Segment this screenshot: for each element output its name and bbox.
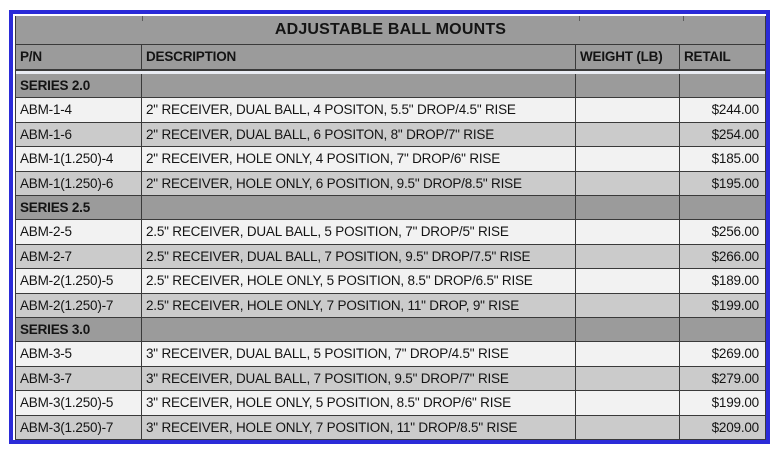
description-cell[interactable]: 3" RECEIVER, DUAL BALL, 7 POSITION, 9.5"… (142, 366, 576, 391)
series-empty-cell[interactable] (680, 318, 765, 341)
description-cell[interactable]: 2.5" RECEIVER, DUAL BALL, 7 POSITION, 9.… (142, 244, 576, 269)
table-row: ABM-1-4 2" RECEIVER, DUAL BALL, 4 POSITON… (16, 98, 765, 123)
weight-cell[interactable] (576, 171, 680, 196)
description-cell[interactable]: 2" RECEIVER, DUAL BALL, 4 POSITON, 5.5" … (142, 98, 576, 122)
pn-cell[interactable]: ABM-1(1.250)-6 (16, 171, 142, 196)
retail-cell[interactable]: $269.00 (711, 346, 760, 362)
weight-cell[interactable] (576, 147, 680, 171)
selection-border-frame: ADJUSTABLE BALL MOUNTS P/N DESCRIPTION W… (9, 10, 770, 444)
description-cell[interactable]: 2.5" RECEIVER, HOLE ONLY, 5 POSITION, 8.… (142, 269, 576, 293)
gridline-stub (142, 16, 143, 21)
pn-cell[interactable]: ABM-3-7 (16, 366, 142, 391)
retail-cell[interactable]: $256.00 (711, 224, 760, 240)
series-header-row: SERIES 2.0 (16, 74, 765, 99)
table-row: ABM-1(1.250)-4 2" RECEIVER, HOLE ONLY, 4 … (16, 147, 765, 172)
table-row: ABM-3(1.250)-7 3" RECEIVER, HOLE ONLY, 7 … (16, 415, 765, 440)
series-empty-cell[interactable] (576, 74, 680, 98)
adjustable-ball-mounts-table: ADJUSTABLE BALL MOUNTS P/N DESCRIPTION W… (15, 16, 766, 440)
retail-cell[interactable]: $244.00 (711, 102, 760, 118)
series-empty-cell[interactable] (142, 74, 576, 98)
weight-cell[interactable] (576, 98, 680, 122)
pn-cell[interactable]: ABM-2-7 (16, 244, 142, 269)
table-row: ABM-1-6 2" RECEIVER, DUAL BALL, 6 POSITON… (16, 122, 765, 148)
table-row: ABM-2-5 2.5" RECEIVER, DUAL BALL, 5 POSIT… (16, 220, 765, 245)
retail-cell[interactable]: $209.00 (711, 419, 760, 435)
series-name-cell[interactable]: SERIES 2.5 (16, 196, 142, 220)
column-header-weight[interactable]: WEIGHT (LB) (576, 45, 680, 69)
description-cell[interactable]: 2.5" RECEIVER, HOLE ONLY, 7 POSITION, 11… (142, 293, 576, 318)
column-header-pn[interactable]: P/N (16, 45, 142, 69)
pn-cell[interactable]: ABM-1-6 (16, 122, 142, 147)
series-empty-cell[interactable] (142, 196, 576, 220)
series-empty-cell[interactable] (142, 318, 576, 342)
pn-cell[interactable]: ABM-2(1.250)-5 (16, 269, 142, 293)
description-cell[interactable]: 3" RECEIVER, HOLE ONLY, 7 POSITION, 11" … (142, 415, 576, 440)
pn-cell[interactable]: ABM-2(1.250)-7 (16, 293, 142, 318)
description-cell[interactable]: 2" RECEIVER, DUAL BALL, 6 POSITON, 8" DR… (142, 122, 576, 147)
header-separator (16, 71, 765, 74)
pn-cell[interactable]: ABM-3(1.250)-7 (16, 415, 142, 440)
weight-cell[interactable] (576, 366, 680, 391)
pn-cell[interactable]: ABM-1(1.250)-4 (16, 147, 142, 171)
series-name-cell[interactable]: SERIES 2.0 (16, 74, 142, 98)
table-row: ABM-2-7 2.5" RECEIVER, DUAL BALL, 7 POSIT… (16, 244, 765, 270)
table-row: ABM-1(1.250)-6 2" RECEIVER, HOLE ONLY, 6 … (16, 171, 765, 197)
weight-cell[interactable] (576, 122, 680, 147)
series-empty-cell[interactable] (680, 74, 765, 97)
pn-cell[interactable]: ABM-1-4 (16, 98, 142, 122)
table-body: SERIES 2.0 ABM-1-4 2" RECEIVER, DUAL BALL,… (16, 74, 765, 440)
table-row: ABM-2(1.250)-7 2.5" RECEIVER, HOLE ONLY, … (16, 293, 765, 319)
weight-cell[interactable] (576, 391, 680, 415)
series-empty-cell[interactable] (680, 196, 765, 219)
retail-cell[interactable]: $185.00 (711, 151, 760, 167)
series-empty-cell[interactable] (576, 318, 680, 342)
series-name-cell[interactable]: SERIES 3.0 (16, 318, 142, 342)
weight-cell[interactable] (576, 342, 680, 366)
pn-cell[interactable]: ABM-2-5 (16, 220, 142, 244)
table-row: ABM-2(1.250)-5 2.5" RECEIVER, HOLE ONLY, … (16, 269, 765, 294)
description-cell[interactable]: 2" RECEIVER, HOLE ONLY, 4 POSITION, 7" D… (142, 147, 576, 171)
retail-cell[interactable]: $199.00 (711, 395, 760, 411)
table-row: ABM-3-7 3" RECEIVER, DUAL BALL, 7 POSITIO… (16, 366, 765, 392)
column-header-description[interactable]: DESCRIPTION (142, 45, 576, 69)
series-header-row: SERIES 2.5 (16, 196, 765, 221)
table-title-cell[interactable]: ADJUSTABLE BALL MOUNTS (16, 16, 765, 45)
retail-cell[interactable]: $279.00 (711, 370, 760, 386)
description-cell[interactable]: 3" RECEIVER, DUAL BALL, 5 POSITION, 7" D… (142, 342, 576, 366)
pn-cell[interactable]: ABM-3(1.250)-5 (16, 391, 142, 415)
weight-cell[interactable] (576, 415, 680, 440)
description-cell[interactable]: 2.5" RECEIVER, DUAL BALL, 5 POSITION, 7"… (142, 220, 576, 244)
pn-cell[interactable]: ABM-3-5 (16, 342, 142, 366)
table-title: ADJUSTABLE BALL MOUNTS (274, 21, 507, 38)
table-row: ABM-3(1.250)-5 3" RECEIVER, HOLE ONLY, 5 … (16, 391, 765, 416)
weight-cell[interactable] (576, 244, 680, 269)
column-header-retail[interactable]: RETAIL (684, 49, 731, 65)
weight-cell[interactable] (576, 269, 680, 293)
retail-cell[interactable]: $199.00 (711, 297, 760, 313)
description-cell[interactable]: 2" RECEIVER, HOLE ONLY, 6 POSITION, 9.5"… (142, 171, 576, 196)
series-empty-cell[interactable] (576, 196, 680, 220)
table-header-row: P/N DESCRIPTION WEIGHT (LB) RETAIL (16, 45, 765, 71)
weight-cell[interactable] (576, 220, 680, 244)
table-row: ABM-3-5 3" RECEIVER, DUAL BALL, 5 POSITIO… (16, 342, 765, 367)
weight-cell[interactable] (576, 293, 680, 318)
retail-cell[interactable]: $189.00 (711, 273, 760, 289)
retail-cell[interactable]: $266.00 (711, 248, 760, 264)
gridline-stub (683, 16, 684, 21)
retail-cell[interactable]: $195.00 (711, 175, 760, 191)
gridline-stub (579, 16, 580, 21)
description-cell[interactable]: 3" RECEIVER, HOLE ONLY, 5 POSITION, 8.5"… (142, 391, 576, 415)
series-header-row: SERIES 3.0 (16, 318, 765, 343)
retail-cell[interactable]: $254.00 (711, 126, 760, 142)
